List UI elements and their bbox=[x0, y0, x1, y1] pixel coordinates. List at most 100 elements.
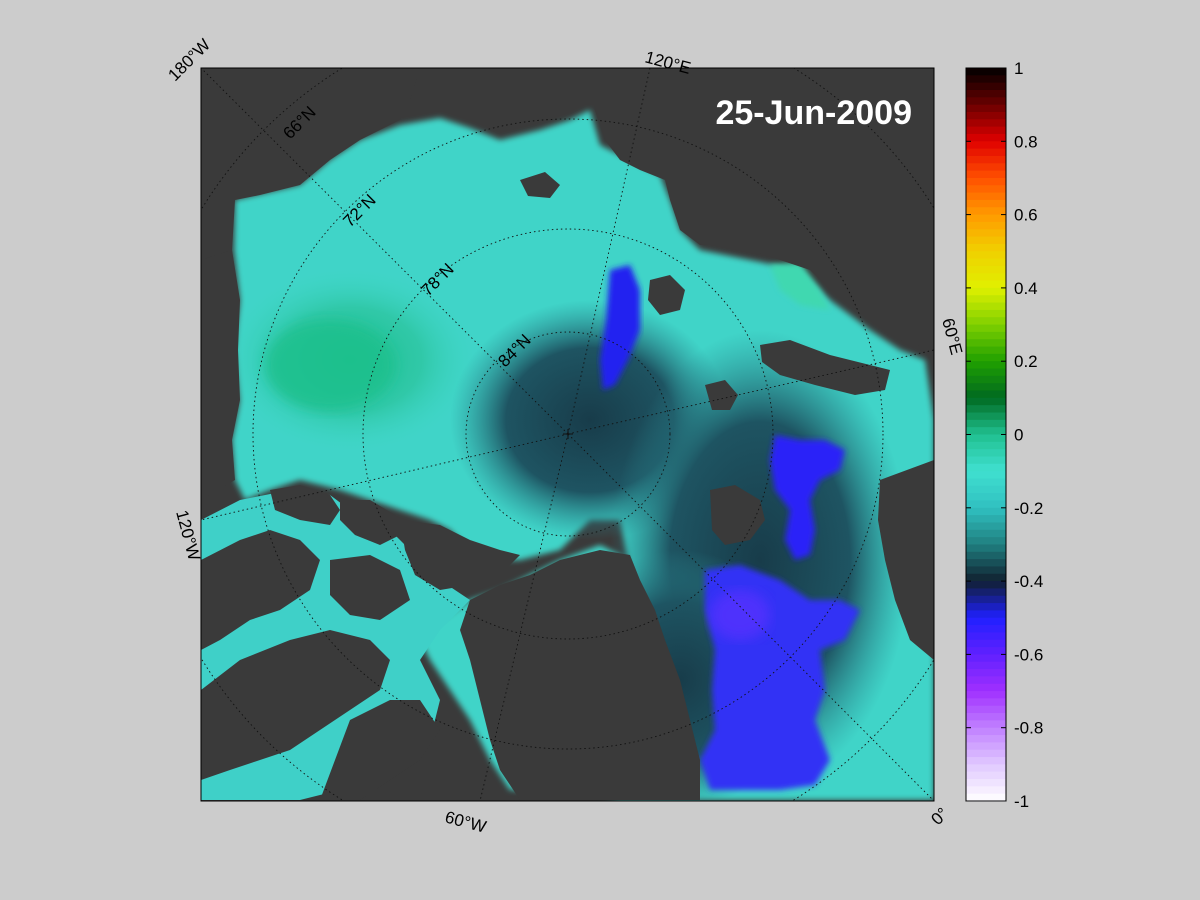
land-greenland bbox=[460, 550, 700, 800]
colorbar: 1 0.8 0.6 0.4 0.2 0 -0.2 -0.4 -0.6 -0.8 -1 bbox=[965, 59, 1043, 811]
colorbar-swatch bbox=[966, 639, 1006, 648]
land-novaya-zemlya bbox=[760, 340, 890, 395]
colorbar-swatch bbox=[966, 595, 1006, 604]
colorbar-swatch bbox=[966, 192, 1006, 201]
colorbar-swatch bbox=[966, 251, 1006, 260]
colorbar-swatch bbox=[966, 412, 1006, 421]
colorbar-swatch bbox=[966, 185, 1006, 194]
colorbar-swatch bbox=[966, 280, 1006, 289]
colorbar-swatch bbox=[966, 155, 1006, 165]
colorbar-swatch bbox=[966, 133, 1006, 143]
colorbar-swatch bbox=[966, 207, 1006, 216]
colorbar-swatch bbox=[966, 368, 1006, 377]
colorbar-swatch bbox=[966, 243, 1006, 253]
north-pole-marker bbox=[563, 429, 573, 439]
land-new-siberian-islands bbox=[520, 172, 560, 198]
colorbar-swatch bbox=[966, 317, 1006, 326]
colorbar-swatch bbox=[966, 735, 1006, 744]
colorbar-swatch bbox=[966, 419, 1006, 428]
colorbar-swatch bbox=[966, 163, 1006, 172]
colorbar-swatch bbox=[966, 507, 1006, 516]
land-alaska bbox=[201, 68, 420, 260]
land-canadian-archipelago bbox=[201, 485, 520, 800]
colorbar-swatch bbox=[966, 119, 1006, 128]
colorbar-ticks: 1 0.8 0.6 0.4 0.2 0 -0.2 -0.4 -0.6 -0.8 -1 bbox=[966, 59, 1043, 811]
colorbar-swatch bbox=[966, 493, 1006, 502]
colorbar-swatch bbox=[966, 331, 1006, 341]
map-panel: 66°N 72°N 78°N 84°N 25-Jun-2009 bbox=[201, 68, 934, 801]
colorbar-swatch bbox=[966, 771, 1006, 780]
colorbar-swatch bbox=[966, 573, 1006, 582]
colorbar-swatch bbox=[966, 529, 1006, 538]
colorbar-swatch bbox=[966, 463, 1006, 472]
colorbar-swatch bbox=[966, 97, 1006, 106]
colorbar-swatch bbox=[966, 522, 1006, 531]
colorbar-swatch bbox=[966, 199, 1006, 209]
colorbar-tick-label: -0.2 bbox=[1014, 499, 1043, 518]
colorbar-swatch bbox=[966, 566, 1006, 575]
colorbar-swatch bbox=[966, 456, 1006, 465]
colorbar-tick-label: 0 bbox=[1014, 426, 1023, 445]
colorbar-swatch bbox=[966, 82, 1006, 91]
colorbar-swatch bbox=[966, 632, 1006, 641]
colorbar-tick-label: 0.8 bbox=[1014, 132, 1038, 151]
colorbar-swatch bbox=[966, 544, 1006, 553]
colorbar-swatch bbox=[966, 229, 1006, 238]
colorbar-swatch bbox=[966, 375, 1006, 384]
colorbar-swatch bbox=[966, 742, 1006, 751]
colorbar-swatch bbox=[966, 390, 1006, 399]
colorbar-swatch bbox=[966, 441, 1006, 450]
colorbar-swatch bbox=[966, 309, 1006, 319]
colorbar-swatch bbox=[966, 449, 1006, 458]
negative-anomaly-east bbox=[770, 435, 845, 560]
colorbar-swatch bbox=[966, 713, 1006, 722]
colorbar-swatch bbox=[966, 676, 1006, 685]
barents-anomaly bbox=[770, 262, 830, 310]
colorbar-swatch bbox=[966, 581, 1006, 590]
colorbar-swatch bbox=[966, 295, 1006, 304]
colorbar-swatch bbox=[966, 170, 1006, 179]
anomaly-core bbox=[265, 320, 395, 410]
colorbar-swatch bbox=[966, 427, 1006, 436]
colorbar-swatch bbox=[966, 177, 1006, 187]
colorbar-swatch bbox=[966, 339, 1006, 348]
colorbar-swatch bbox=[966, 603, 1006, 612]
latitude-grid bbox=[201, 68, 934, 801]
colorbar-swatch bbox=[966, 434, 1006, 443]
colorbar-tick-label: -1 bbox=[1014, 792, 1029, 811]
colorbar-swatch bbox=[966, 361, 1006, 370]
land-canada-west bbox=[201, 250, 240, 500]
colorbar-swatch bbox=[966, 625, 1006, 634]
colorbar-swatch bbox=[966, 68, 1006, 77]
colorbar-swatch bbox=[966, 588, 1006, 597]
colorbar-swatch bbox=[966, 111, 1006, 121]
colorbar-swatch bbox=[966, 698, 1006, 707]
colorbar-swatch bbox=[966, 258, 1006, 267]
colorbar-swatch bbox=[966, 104, 1006, 113]
colorbar-swatch bbox=[966, 537, 1006, 546]
colorbar-swatch bbox=[966, 647, 1006, 656]
colorbar-swatch bbox=[966, 786, 1006, 795]
colorbar-swatch bbox=[966, 287, 1006, 297]
colorbar-swatch bbox=[966, 617, 1006, 626]
colorbar-swatch bbox=[966, 126, 1006, 135]
colorbar-swatch bbox=[966, 764, 1006, 773]
colorbar-swatch bbox=[966, 683, 1006, 692]
colorbar-swatch bbox=[966, 302, 1006, 311]
colorbar-tick-label: -0.8 bbox=[1014, 719, 1043, 738]
colorbar-swatch bbox=[966, 720, 1006, 729]
colorbar-swatch bbox=[966, 500, 1006, 509]
colorbar-swatch bbox=[966, 661, 1006, 670]
colorbar-tick-label: 0.2 bbox=[1014, 352, 1038, 371]
colorbar-swatch bbox=[966, 405, 1006, 414]
lon-label-0: 0° bbox=[927, 804, 952, 829]
colorbar-swatch bbox=[966, 485, 1006, 494]
colorbar-swatch bbox=[966, 654, 1006, 663]
colorbar-tick-label: 0.4 bbox=[1014, 279, 1038, 298]
colorbar-swatch bbox=[966, 793, 1006, 802]
colorbar-swatch bbox=[966, 749, 1006, 758]
map-frame bbox=[200, 67, 935, 802]
colorbar-swatch bbox=[966, 353, 1006, 362]
colorbar-swatch bbox=[966, 273, 1006, 282]
